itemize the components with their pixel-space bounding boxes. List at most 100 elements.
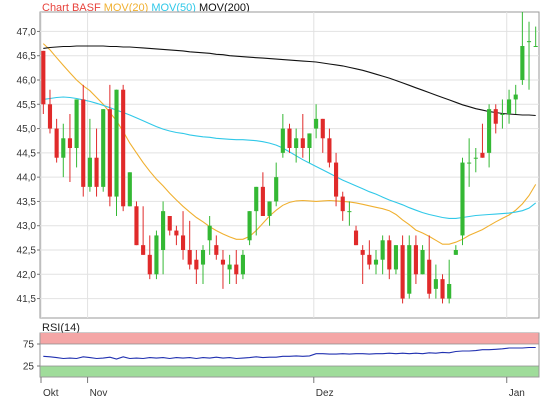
legend-item-2: MOV(50) — [151, 2, 196, 14]
candle-body — [407, 245, 412, 294]
candle-body — [300, 138, 305, 148]
candle-body — [127, 172, 132, 207]
candle-body — [74, 99, 79, 148]
candle-body — [433, 279, 438, 289]
candle-body — [440, 279, 445, 299]
rsi-panel: 25 75 — [23, 332, 540, 378]
candle-body — [353, 230, 359, 246]
candle-body — [61, 138, 66, 158]
rsi-line — [43, 346, 536, 360]
price-panel: 41,5 42,0 42,5 43,0 43,5 44,0 44,5 45,0 45,5 46,0… — [17, 11, 540, 319]
candle-body — [480, 152, 485, 158]
candle-body — [387, 240, 392, 270]
candle-body — [526, 41, 532, 43]
candle-body — [134, 206, 139, 246]
candle-body — [260, 186, 265, 216]
x-tick-label: Okt — [43, 388, 59, 399]
price-tick-label: 45,0 — [17, 124, 37, 135]
price-tick-label: 44,0 — [17, 173, 37, 184]
candle-body — [373, 259, 379, 265]
candle-body — [274, 177, 279, 202]
candle-body — [114, 89, 119, 197]
candle-body — [533, 46, 538, 47]
candle-body — [400, 245, 405, 299]
candle-body — [393, 245, 399, 270]
candle-body — [280, 128, 285, 153]
price-tick-label: 45,5 — [17, 100, 37, 111]
x-axis: Okt Nov Dez Jan — [40, 376, 539, 399]
candle-body — [267, 201, 272, 216]
candle-body — [187, 250, 192, 265]
candle-body — [473, 157, 478, 159]
candle-body — [161, 211, 166, 250]
candle-body — [487, 109, 492, 153]
candle-body — [513, 94, 518, 100]
rsi-band-1 — [40, 366, 539, 377]
price-tick-label: 43,0 — [17, 221, 37, 232]
candle-body — [420, 250, 425, 275]
candle-body — [247, 211, 252, 241]
mov20-line — [42, 43, 537, 245]
candle-body — [47, 104, 53, 129]
candle-body — [54, 128, 59, 158]
candle-body — [307, 133, 312, 148]
candle-body — [327, 138, 332, 163]
candle-body — [121, 89, 126, 207]
candle-body — [227, 264, 232, 270]
candle-body — [234, 264, 239, 275]
price-tick-label: 42,5 — [17, 246, 37, 257]
candle-body — [294, 138, 299, 148]
candle-body — [347, 211, 352, 213]
rsi-legend-label: RSI(14) — [42, 322, 80, 334]
legend-item-3: MOV(200) — [199, 2, 250, 14]
candle-body — [506, 99, 512, 114]
x-tick-label: Jan — [509, 388, 525, 399]
rsi-legend: RSI(14) — [42, 322, 80, 334]
candle-body — [41, 50, 46, 105]
candle-body — [167, 216, 172, 231]
price-tick-label: 46,5 — [17, 51, 37, 62]
candle-body — [154, 235, 159, 275]
candle-body — [520, 46, 525, 80]
candle-body — [360, 250, 365, 255]
candle-body — [380, 240, 385, 260]
candle-body — [107, 109, 112, 197]
candle-body — [214, 245, 219, 255]
price-tick-label: 44,5 — [17, 148, 37, 159]
candle-body — [413, 245, 418, 275]
legend-item-1: MOV(20) — [104, 2, 149, 14]
candle-body — [447, 284, 452, 299]
candle-body — [94, 157, 99, 187]
candle-body — [500, 114, 505, 115]
candle-body — [467, 162, 472, 164]
x-tick-label: Nov — [90, 388, 108, 399]
candle-body — [194, 259, 199, 270]
candle-body — [320, 118, 325, 139]
candle-body — [87, 157, 92, 187]
candle-body — [180, 235, 186, 250]
price-tick-label: 47,0 — [17, 27, 37, 38]
candle-body — [254, 186, 259, 212]
candle-body — [200, 250, 206, 265]
price-legend: Chart BASF MOV(20) MOV(50) MOV(200) — [42, 2, 250, 14]
candle-body — [174, 230, 179, 236]
price-tick-label: 42,0 — [17, 270, 37, 281]
candle-body — [101, 109, 106, 187]
rsi-tick-label: 75 — [23, 340, 35, 351]
legend-item-0: Chart BASF — [42, 2, 101, 14]
candle-body — [367, 254, 372, 265]
price-tick-label: 46,0 — [17, 76, 37, 87]
mov200-line — [43, 45, 536, 117]
candle-body — [340, 196, 345, 212]
candle-body — [493, 109, 498, 124]
candle-body — [334, 162, 339, 197]
candle-body — [460, 162, 465, 236]
candle-body — [427, 259, 432, 294]
x-tick-label: Dez — [316, 388, 334, 399]
candle-body — [453, 250, 458, 255]
candle-body — [141, 245, 146, 255]
price-tick-label: 41,5 — [17, 294, 37, 305]
rsi-band-0 — [40, 333, 539, 344]
